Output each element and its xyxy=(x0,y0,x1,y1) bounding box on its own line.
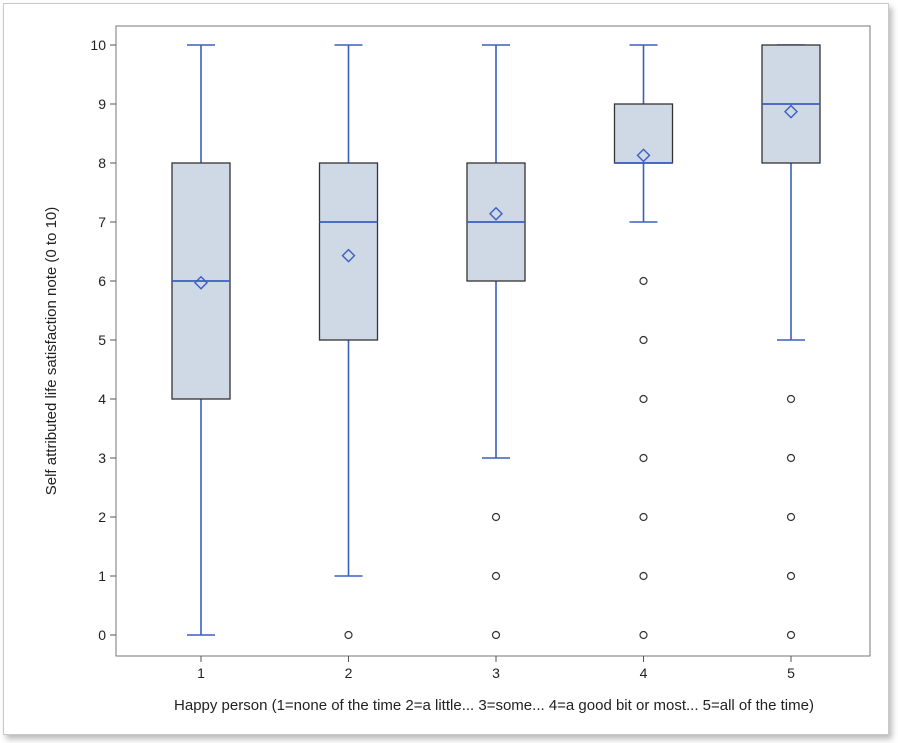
x-tick-label: 5 xyxy=(787,665,795,681)
y-tick-label: 7 xyxy=(98,214,106,230)
y-tick-label: 10 xyxy=(90,37,106,53)
y-tick-label: 0 xyxy=(98,627,106,643)
outlier-point xyxy=(639,453,648,463)
y-tick-label: 5 xyxy=(98,332,106,348)
y-tick-label: 2 xyxy=(98,509,106,525)
box-group xyxy=(466,44,526,640)
plot-area xyxy=(115,25,871,657)
box-group xyxy=(171,44,231,636)
iqr-box xyxy=(613,103,674,164)
outlier-point xyxy=(639,630,648,640)
outlier-point xyxy=(786,571,796,581)
y-tick-label: 8 xyxy=(98,155,106,171)
outlier-point xyxy=(344,630,353,640)
outlier-point xyxy=(786,453,796,463)
iqr-box xyxy=(318,162,379,341)
y-tick-label: 9 xyxy=(98,96,106,112)
mean-marker xyxy=(489,206,503,221)
outlier-point xyxy=(491,630,501,640)
mean-marker xyxy=(784,104,798,119)
y-tick-label: 4 xyxy=(98,391,106,407)
boxes xyxy=(171,44,821,640)
chart-frame: 0 1 2 3 4 5 6 7 8 9 10 1 2 3 4 5 Self attributed life … xyxy=(3,3,889,735)
y-axis-label: Self attributed life satisfaction note (… xyxy=(43,207,60,496)
outlier-point xyxy=(639,394,648,404)
outlier-point xyxy=(786,630,796,640)
x-tick-label: 1 xyxy=(197,665,205,681)
y-tick-label: 6 xyxy=(98,273,106,289)
x-axis: 1 2 3 4 5 xyxy=(197,656,795,681)
x-tick-label: 3 xyxy=(492,665,500,681)
outlier-point xyxy=(786,394,796,404)
y-axis: 0 1 2 3 4 5 6 7 8 9 10 xyxy=(90,37,116,643)
y-tick-label: 3 xyxy=(98,450,106,466)
x-tick-label: 2 xyxy=(345,665,353,681)
outlier-point xyxy=(639,512,648,522)
mean-marker xyxy=(341,248,356,263)
x-tick-label: 4 xyxy=(640,665,648,681)
mean-marker xyxy=(194,275,208,290)
outlier-point xyxy=(491,512,501,522)
box-group xyxy=(761,44,821,640)
box-group xyxy=(613,44,674,640)
x-axis-label: Happy person (1=none of the time 2=a lit… xyxy=(174,697,814,714)
outlier-point xyxy=(491,571,501,581)
outlier-point xyxy=(639,571,648,581)
outlier-point xyxy=(639,335,648,345)
outlier-point xyxy=(786,512,796,522)
y-tick-label: 1 xyxy=(98,568,106,584)
mean-marker xyxy=(636,148,651,163)
box-group xyxy=(318,44,379,640)
boxplot-chart: 0 1 2 3 4 5 6 7 8 9 10 1 2 3 4 5 Self attributed life … xyxy=(43,25,871,714)
outlier-point xyxy=(639,276,648,286)
